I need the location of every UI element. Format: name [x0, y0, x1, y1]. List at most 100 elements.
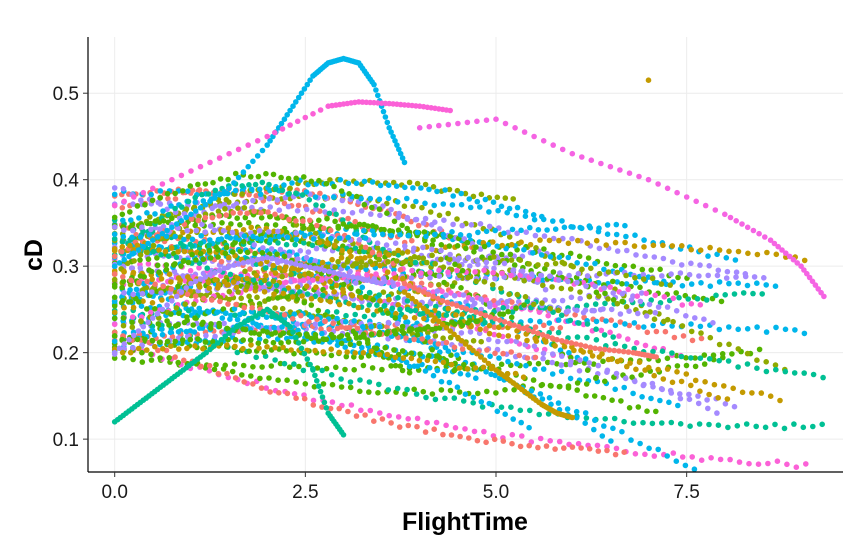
data-point — [561, 260, 568, 267]
data-point — [111, 315, 118, 322]
data-point — [239, 191, 245, 197]
data-point — [445, 305, 452, 312]
data-point — [500, 350, 506, 357]
data-point — [506, 234, 513, 240]
data-point — [444, 299, 451, 306]
data-point — [202, 214, 209, 221]
data-point — [270, 262, 277, 269]
data-point — [763, 282, 769, 288]
data-point — [377, 410, 383, 416]
data-point — [584, 367, 591, 374]
data-point — [195, 217, 202, 224]
data-point — [154, 262, 161, 269]
data-point — [609, 397, 615, 404]
data-point — [688, 328, 695, 335]
data-point — [267, 237, 274, 243]
data-point — [584, 321, 591, 327]
data-point — [147, 309, 154, 316]
data-point — [285, 285, 292, 291]
data-point — [301, 225, 307, 231]
data-point — [445, 348, 452, 355]
data-point — [588, 157, 595, 163]
data-point — [312, 230, 319, 237]
data-point — [422, 200, 428, 207]
data-point — [420, 305, 427, 312]
data-point — [204, 265, 210, 272]
data-point — [459, 222, 466, 229]
data-point — [635, 404, 642, 410]
data-point — [127, 299, 134, 305]
data-point — [317, 107, 324, 113]
data-point — [429, 246, 435, 253]
data-point — [302, 381, 309, 387]
data-point — [725, 424, 731, 431]
data-point — [207, 255, 214, 261]
data-point — [762, 424, 769, 431]
data-point — [287, 122, 293, 128]
data-point — [556, 237, 562, 244]
data-point — [354, 325, 361, 332]
data-point — [385, 310, 391, 317]
data-point — [498, 203, 505, 210]
data-point — [319, 259, 326, 266]
data-point — [522, 213, 529, 219]
data-point — [586, 446, 593, 452]
data-point — [474, 198, 481, 205]
data-point — [620, 348, 627, 355]
data-point — [683, 313, 689, 319]
data-point — [440, 335, 446, 342]
data-point — [378, 280, 385, 287]
data-point — [137, 252, 144, 258]
data-point — [283, 259, 290, 265]
data-point — [782, 368, 789, 375]
data-point — [272, 357, 278, 363]
data-point — [686, 396, 693, 403]
data-point — [331, 242, 338, 248]
data-point — [482, 312, 489, 319]
data-point — [750, 227, 757, 234]
data-point — [199, 191, 205, 198]
data-point — [207, 346, 213, 353]
data-point — [135, 328, 142, 334]
data-point — [195, 336, 201, 342]
data-point — [765, 460, 771, 467]
data-point — [326, 326, 333, 333]
data-point — [281, 312, 288, 318]
data-point — [511, 322, 517, 328]
data-point — [345, 273, 352, 279]
data-point — [520, 325, 527, 332]
data-point — [134, 336, 141, 343]
data-point — [607, 284, 613, 290]
data-point — [354, 255, 361, 262]
data-point — [150, 242, 157, 249]
data-point — [230, 210, 236, 216]
data-point — [394, 199, 401, 205]
data-point — [395, 227, 402, 233]
data-point — [157, 188, 164, 194]
data-point — [436, 267, 442, 274]
data-point — [248, 342, 254, 348]
data-point — [361, 227, 367, 234]
data-point — [649, 275, 656, 282]
data-point — [145, 261, 152, 267]
data-point — [706, 263, 712, 269]
data-point — [232, 187, 239, 194]
data-point — [772, 362, 779, 368]
data-point — [448, 352, 454, 359]
data-point — [127, 242, 133, 249]
data-point — [172, 261, 178, 267]
data-point — [518, 227, 524, 234]
data-point — [513, 212, 520, 219]
data-point — [369, 223, 376, 229]
data-point — [350, 274, 356, 280]
data-point — [493, 116, 499, 122]
data-point — [240, 169, 247, 175]
data-point — [598, 160, 604, 167]
data-point — [440, 359, 447, 366]
data-point — [612, 239, 619, 246]
data-point — [229, 229, 236, 236]
data-point — [438, 247, 444, 254]
data-point — [310, 111, 316, 117]
data-point — [395, 414, 402, 420]
data-point — [597, 346, 603, 352]
